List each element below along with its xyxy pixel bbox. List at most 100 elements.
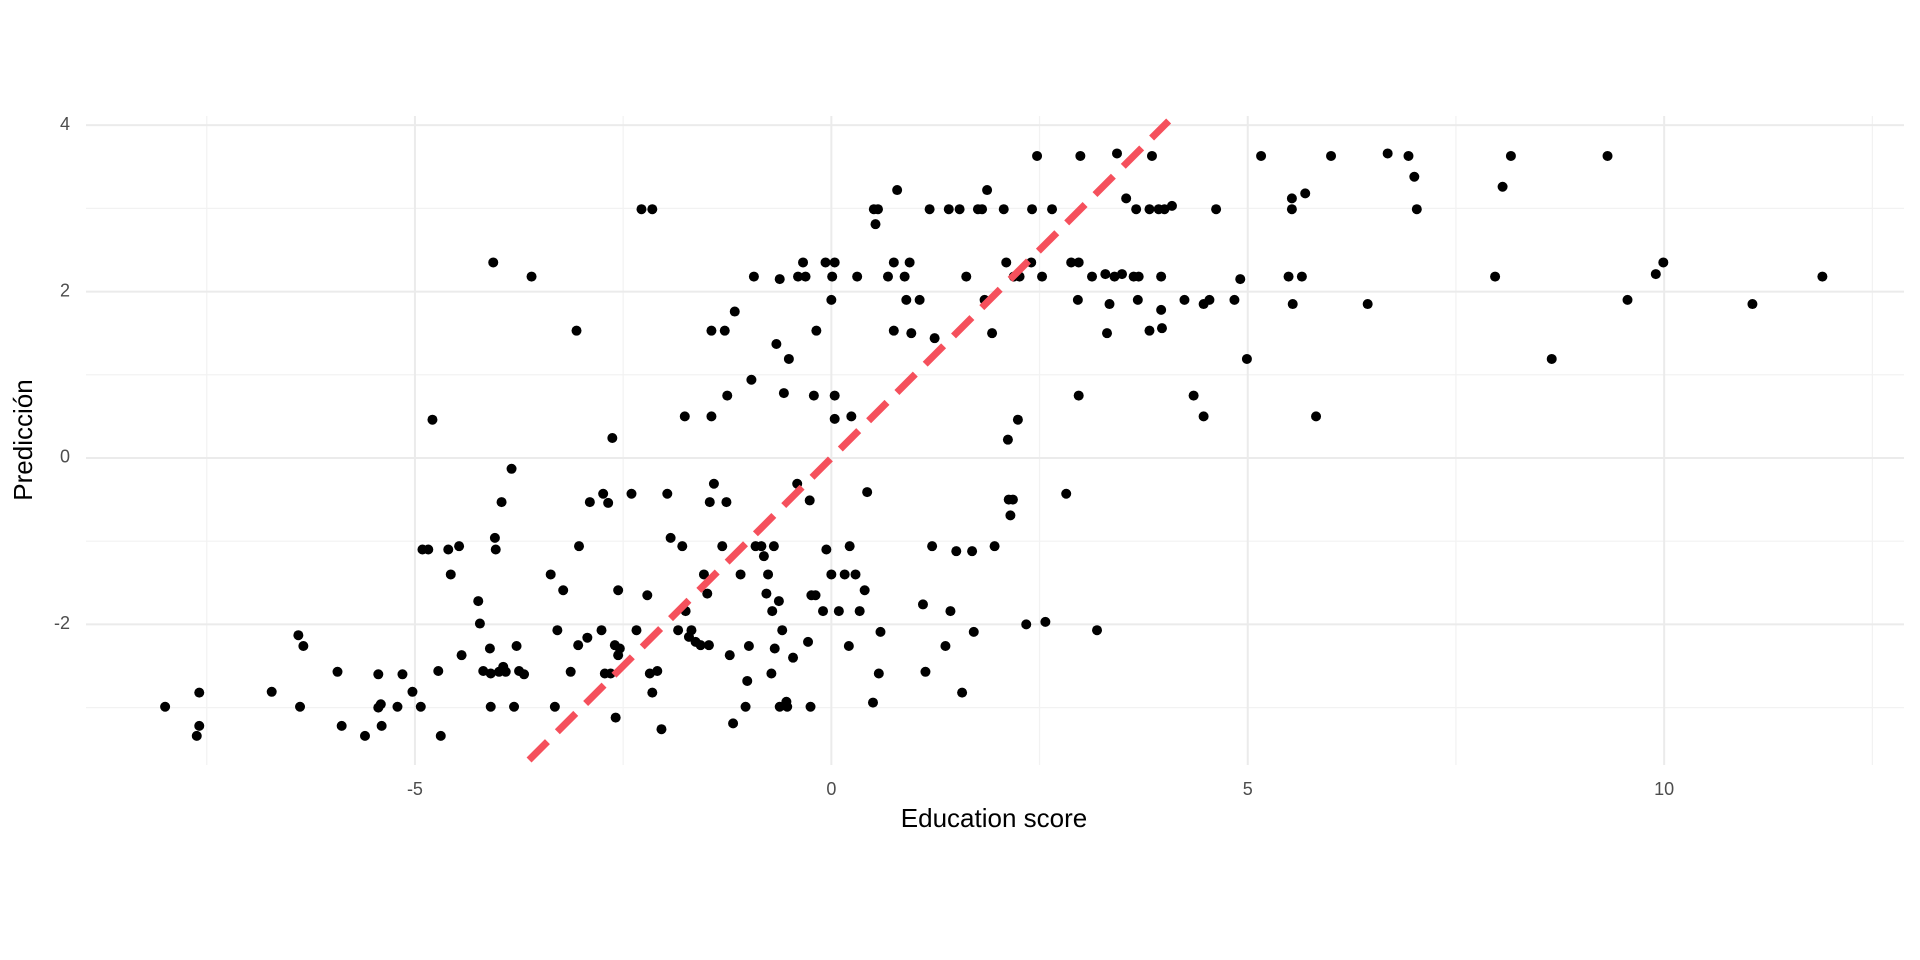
point (642, 590, 653, 601)
point (872, 204, 883, 215)
point (443, 544, 454, 555)
point (746, 374, 757, 385)
point (901, 294, 912, 305)
point (756, 541, 767, 552)
point (1204, 294, 1215, 305)
point (647, 687, 658, 698)
point (1622, 294, 1633, 305)
point (852, 271, 863, 282)
point (1156, 271, 1167, 282)
point (943, 204, 954, 215)
point (1362, 299, 1373, 310)
point (485, 668, 496, 679)
point (336, 720, 347, 731)
point (506, 463, 517, 474)
point (945, 606, 956, 617)
point (758, 551, 769, 562)
point (982, 185, 993, 196)
reference-line (526, 118, 1172, 763)
point (1198, 411, 1209, 422)
point (656, 724, 667, 735)
point (427, 414, 438, 425)
point (433, 665, 444, 676)
point (574, 541, 585, 552)
point (598, 488, 609, 499)
point (818, 606, 829, 617)
point (266, 686, 277, 697)
point (1027, 204, 1038, 215)
point (1040, 616, 1051, 627)
point (626, 488, 637, 499)
point (1156, 323, 1167, 334)
point (1061, 488, 1072, 499)
point (665, 532, 676, 543)
point (191, 730, 202, 741)
point (1382, 148, 1393, 159)
point (1133, 271, 1144, 282)
point (445, 569, 456, 580)
point (1072, 294, 1083, 305)
point (846, 411, 857, 422)
point (605, 668, 616, 679)
point (509, 701, 520, 712)
point (1032, 150, 1043, 161)
point (677, 541, 688, 552)
point (376, 720, 387, 731)
point (1286, 204, 1297, 215)
point (728, 718, 739, 729)
point (407, 686, 418, 697)
point (1229, 294, 1240, 305)
point (729, 306, 740, 317)
point (1112, 148, 1123, 159)
point (951, 546, 962, 557)
point (1087, 271, 1098, 282)
point (473, 596, 484, 607)
point (977, 204, 988, 215)
point (454, 541, 465, 552)
y-tick-label: 4 (60, 114, 70, 134)
point (1037, 271, 1048, 282)
point (474, 618, 485, 629)
point (703, 640, 714, 651)
point (929, 333, 940, 344)
point (582, 632, 593, 643)
point (748, 271, 759, 282)
point (892, 185, 903, 196)
point (1409, 171, 1420, 182)
point (1073, 390, 1084, 401)
point (1104, 299, 1115, 310)
point (782, 701, 793, 712)
point (914, 294, 925, 305)
point (573, 640, 584, 651)
point (882, 271, 893, 282)
point (920, 666, 931, 677)
point (1012, 414, 1023, 425)
point (843, 641, 854, 652)
point (788, 652, 799, 663)
point (829, 390, 840, 401)
point (485, 701, 496, 712)
point (456, 650, 467, 661)
point (989, 541, 1000, 552)
point (1283, 271, 1294, 282)
point (769, 643, 780, 654)
point (875, 626, 886, 637)
point (1005, 510, 1016, 521)
point (968, 626, 979, 637)
point (743, 641, 754, 652)
point (596, 625, 607, 636)
point (717, 541, 728, 552)
point (859, 585, 870, 596)
point (899, 271, 910, 282)
point (820, 257, 831, 268)
point (1144, 204, 1155, 215)
point (1144, 325, 1155, 336)
point (1166, 200, 1177, 211)
point (607, 433, 618, 444)
point (763, 569, 774, 580)
point (526, 271, 537, 282)
point (783, 353, 794, 364)
point (957, 687, 968, 698)
point (519, 669, 530, 680)
point (647, 204, 658, 215)
